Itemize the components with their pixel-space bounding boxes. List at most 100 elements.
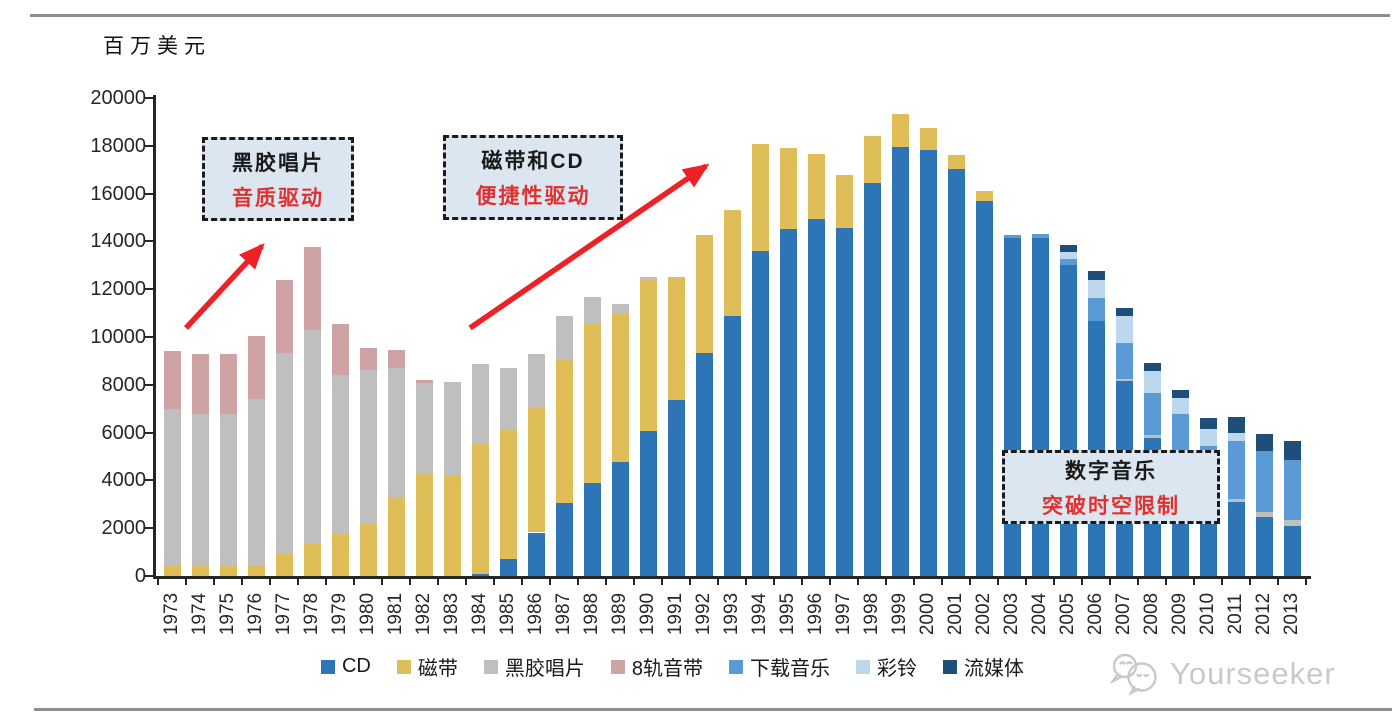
bar-segment-下载音乐-2009 [1171,413,1189,455]
bar-segment-流媒体-2012 [1255,433,1273,452]
x-axis-label-1984: 1984 [469,592,490,636]
y-axis-tick [145,479,153,482]
bar-segment-黑胶唱片-2007 [1115,378,1133,382]
legend-swatch [856,659,870,674]
y-axis-tick [145,97,153,99]
bar-segment-流媒体-2013 [1283,440,1301,461]
x-axis-tick [185,579,187,585]
x-axis-tick [297,579,299,585]
bar-segment-黑胶唱片-1977 [275,352,293,554]
y-axis-label: 4000 [101,469,147,492]
bar-segment-CD-1991 [667,400,685,576]
bar-segment-8轨音带-1981 [387,350,405,368]
bar-segment-磁带-1984 [471,443,489,575]
bar-segment-磁带-1993 [723,209,741,317]
bar-segment-磁带-2002 [975,191,993,201]
bar-segment-磁带-1992 [695,234,713,353]
bar-segment-CD-1996 [807,219,825,576]
bar-segment-CD-2011 [1227,502,1245,576]
legend-item-CD: CD [320,655,371,678]
x-axis-tick [1109,579,1111,585]
legend-swatch [943,659,957,674]
bar-segment-磁带-1997 [835,174,853,228]
x-axis-line [153,576,1311,579]
bar-segment-磁带-1986 [527,407,545,533]
bar-segment-流媒体-2005 [1059,244,1077,252]
bar-segment-CD-2004 [1031,237,1049,576]
x-axis-label-1981: 1981 [385,592,406,636]
x-axis-label-1980: 1980 [357,592,378,636]
bottom-divider [34,708,1392,711]
x-axis-tick [577,579,579,585]
x-axis-tick [1249,579,1251,585]
x-axis-tick [1221,579,1223,585]
bar-segment-黑胶唱片-2008 [1143,435,1161,438]
legend-label: 流媒体 [964,658,1024,680]
bar-segment-下载音乐-2004 [1031,233,1049,238]
bar-segment-黑胶唱片-1984 [471,363,489,444]
x-axis-tick [409,579,411,585]
y-axis-label: 10000 [90,326,146,348]
bar-segment-磁带-1995 [779,147,797,229]
bar-segment-黑胶唱片-1976 [247,399,265,566]
bar-segment-黑胶唱片-1980 [359,370,377,525]
bar-segment-8轨音带-1980 [359,347,377,371]
x-axis-tick [437,579,439,585]
bar-segment-磁带-1987 [555,360,573,504]
y-axis-tick [145,431,153,434]
x-axis-label-1992: 1992 [693,592,714,636]
bar-segment-磁带-1981 [387,497,405,576]
bar-segment-黑胶唱片-2013 [1283,520,1301,526]
x-axis-tick [605,579,607,585]
bar-segment-磁带-1996 [807,154,825,220]
bar-segment-8轨音带-1975 [219,353,237,415]
x-axis-label-2004: 2004 [1029,592,1050,636]
bar-segment-黑胶唱片-2012 [1255,511,1273,517]
bar-segment-8轨音带-1982 [415,380,433,384]
bar-segment-黑胶唱片-1973 [163,409,181,566]
x-axis-tick [633,579,635,585]
bar-segment-黑胶唱片-1985 [499,367,517,431]
bar-segment-下载音乐-2005 [1059,258,1077,266]
bar-segment-CD-1989 [611,462,629,576]
x-axis-label-1979: 1979 [329,592,350,636]
bar-segment-8轨音带-1976 [247,336,265,400]
bar-segment-下载音乐-2008 [1143,392,1161,436]
bar-segment-CD-2000 [919,149,937,576]
x-axis-label-1977: 1977 [273,592,294,636]
bar-segment-彩铃-2011 [1227,432,1245,441]
bar-segment-磁带-2000 [919,128,937,150]
y-axis-label: 16000 [90,182,146,205]
bar-segment-下载音乐-2012 [1255,451,1273,512]
x-axis-label-2010: 2010 [1197,592,1218,636]
bar-segment-CD-2005 [1059,265,1077,576]
x-axis-tick [801,579,803,585]
x-axis-tick [549,579,551,585]
x-axis-label-2013: 2013 [1281,592,1302,636]
x-axis-label-1978: 1978 [301,592,322,636]
x-axis-tick [969,579,971,585]
legend-item-磁带: 磁带 [396,652,458,681]
bar-segment-磁带-1998 [863,135,881,184]
legend-label: 磁带 [417,658,458,680]
x-axis-label-1973: 1973 [161,592,182,636]
x-axis-tick [913,579,915,585]
x-axis-tick [1053,579,1055,585]
x-axis-tick [157,579,159,585]
x-axis-label-2003: 2003 [1001,592,1022,636]
bar-segment-下载音乐-2013 [1283,460,1301,521]
bar-segment-下载音乐-2003 [1003,235,1021,238]
x-axis-label-2000: 2000 [917,592,938,636]
x-axis-label-2007: 2007 [1113,592,1134,636]
bar-segment-CD-1985 [499,559,517,576]
x-axis-tick [1305,579,1307,585]
y-axis-tick [145,288,153,291]
x-axis-tick [381,579,383,585]
bar-segment-CD-2013 [1283,525,1301,576]
legend-item-8轨音带: 8轨音带 [610,652,703,681]
bar-segment-磁带-1979 [331,534,349,576]
bar-segment-磁带-1978 [303,543,321,576]
bar-segment-CD-1990 [639,430,657,576]
x-axis-tick [241,579,243,585]
bar-segment-CD-1984 [471,574,489,576]
